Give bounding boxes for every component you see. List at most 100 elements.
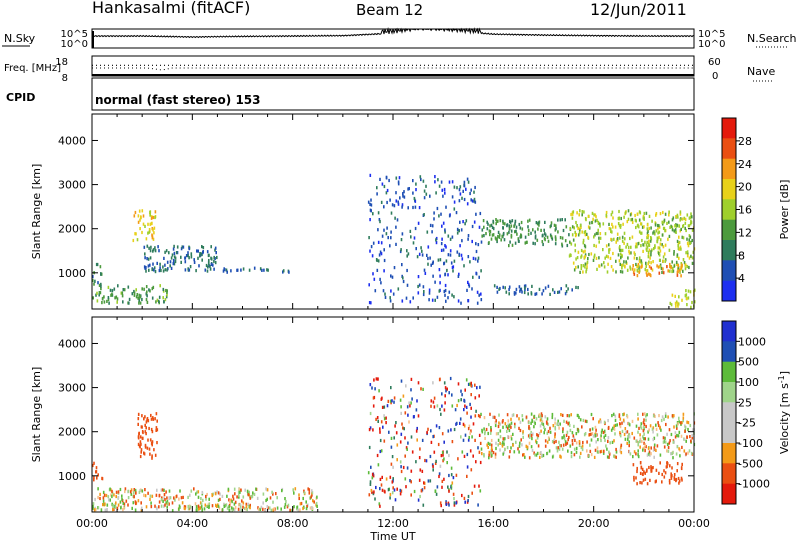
velocity-cell-4 [391,491,394,495]
velocity-cell-1 [156,428,159,432]
power-cell-7 [575,285,577,289]
velocity-cell-5 [506,413,509,417]
velocity-cell-4 [448,489,450,493]
velocity-cell-3 [264,508,267,513]
velocity-cell-2 [158,505,160,509]
power-cell-5 [413,196,416,201]
power-cell-3 [190,255,193,259]
nave-tick-low: 0 [712,71,718,82]
velocity-cell-2 [311,493,313,497]
velocity-cell-5 [556,422,558,426]
velocity-cell-5 [677,434,680,438]
power-cell-8 [658,224,660,228]
power-cell-1 [106,299,108,303]
power-cell-5 [449,249,452,253]
power-cell-3 [216,255,218,260]
velocity-cell-5 [642,448,644,452]
power-cell-8 [621,254,623,258]
power-cell-8 [664,243,667,247]
power-cell-6 [510,224,513,228]
velocity-cell-4 [377,377,379,381]
power-cell-8 [685,251,687,255]
velocity-cell-5 [660,428,662,432]
power-cell-5 [452,265,455,269]
power-cell-5 [438,184,441,188]
velocity-cell-4 [473,484,476,488]
velocity-cell-5 [646,413,648,417]
power-cell-7 [519,289,521,293]
velocity-cell-5 [657,423,660,428]
power-cell-5 [463,197,466,202]
velocity-cell-2 [299,508,301,512]
velocity-cell-5 [670,432,673,437]
velocity-cell-5 [561,447,564,451]
power-cell-5 [423,189,426,193]
power-cell-3 [173,262,176,266]
velocity-cell-5 [559,454,561,458]
power-cell-8 [671,228,674,232]
power-cell-8 [691,215,693,219]
power-cell-1 [138,299,140,303]
nave-tick-high: 60 [708,57,721,68]
velocity-cell-5 [571,442,574,446]
velocity-cell-5 [490,451,493,455]
velocity-cell-2 [105,493,108,498]
velocity-cell-5 [568,423,571,428]
power-cell-5 [429,256,431,260]
velocity-cell-3 [171,509,174,513]
velocity-cell-4 [396,487,398,491]
velocity-cell-5 [644,437,646,441]
time-axis-label: Time UT [369,530,415,543]
velocity-cell-4 [467,494,470,499]
power-cell-8 [658,246,661,250]
velocity-cell-4 [432,464,434,469]
power-cell-4 [225,268,228,272]
power-cell-8 [640,259,643,263]
velocity-cell-5 [539,455,541,459]
velocity-cell-2 [135,491,137,495]
power-cell-5 [402,194,404,198]
power-cell-8 [610,229,612,234]
power-colorbar-seg-0 [722,118,736,139]
power-cell-5 [420,177,422,182]
power-cell-5 [389,244,391,248]
power-cell-8 [571,216,574,220]
nsky-tick-high: 10^5 [61,29,88,40]
velocity-cell-2 [200,502,203,506]
velocity-cell-5 [540,451,542,455]
power-cell-8 [595,256,598,260]
velocity-cell-5 [678,447,680,451]
power-cell-3 [154,270,157,274]
velocity-cell-5 [541,453,543,457]
velocity-cell-1 [151,430,154,434]
power-cell-6 [536,238,539,242]
power-cell-3 [180,247,183,251]
power-cell-5 [474,185,476,190]
velocity-cell-5 [497,424,500,429]
velocity-cell-3 [221,508,224,512]
power-cell-5 [386,226,388,230]
velocity-cell-4 [456,403,458,408]
power-cell-6 [514,222,516,226]
velocity-cell-4 [432,400,435,404]
power-cell-8 [572,238,575,242]
power-cell-4 [240,268,242,272]
velocity-cell-5 [563,434,565,438]
velocity-cell-5 [515,440,517,444]
velocity-cell-4 [407,441,409,445]
power-cell-1 [121,294,124,298]
velocity-cell-5 [635,439,638,443]
velocity-cell-2 [284,497,286,501]
power-cell-8 [588,221,591,225]
power-cell-8 [606,270,609,274]
power-cell-8 [615,240,617,244]
power-cell-3 [198,264,200,268]
velocity-cell-5 [490,426,492,430]
velocity-cell-4 [402,394,405,398]
power-cell-6 [536,222,539,226]
power-cell-3 [184,268,187,272]
power-cell-1 [107,285,110,289]
velocity-cell-5 [531,448,534,453]
power-cell-8 [593,235,595,239]
power-cell-3 [212,263,214,267]
